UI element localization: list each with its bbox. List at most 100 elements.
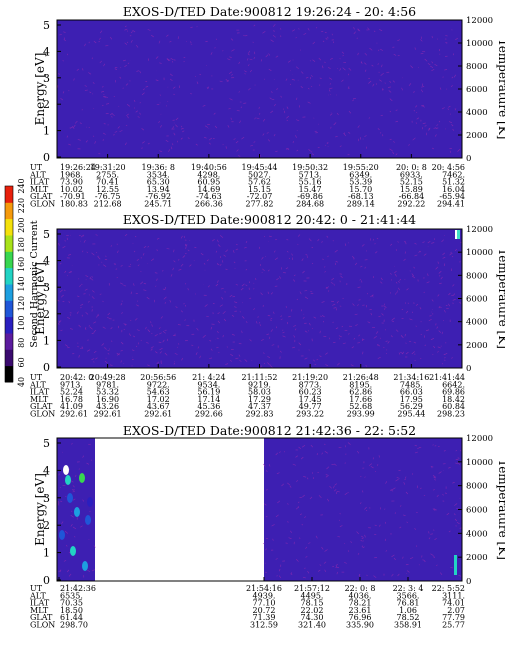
temp-tick-label: 8000 [466,271,488,281]
temp-tick-label: 10000 [466,248,493,258]
axis-value: 321.40 [298,621,326,630]
spectrogram-background [57,229,462,368]
axis-value: 266.36 [195,200,223,209]
colorbar-segment [5,219,13,236]
temp-tick-label: 6000 [466,506,488,516]
panel-title: EXOS-D/TED Date:900812 20:42: 0 - 21:41:… [123,212,416,227]
temp-tick-label: 6000 [466,85,488,95]
panel-1 [57,20,462,158]
temp-tick-label: 4000 [466,108,488,118]
axis-value: 295.44 [397,410,425,419]
feature-2 [67,493,73,503]
panel-title: EXOS-D/TED Date:900812 19:26:24 - 20: 4:… [123,4,416,19]
colorbar-segment [5,300,13,317]
feature-9 [87,497,93,507]
temp-axis-label: Temperature [K] [496,248,505,349]
temp-tick-label: 6000 [466,295,488,305]
feature-7 [82,561,88,571]
axis-value: 298.70 [60,621,88,630]
axis-value: 293.99 [347,410,375,419]
colorbar-segment [5,202,13,219]
temp-tick-label: 12000 [466,16,493,26]
energy-tick-label: 5 [43,437,50,450]
row-label: GLON [30,200,55,209]
colorbar-tick-label: 100 [17,316,26,331]
colorbar-segment [5,186,13,203]
axis-value: 284.68 [296,200,324,209]
colorbar-segment [5,333,13,350]
feature-6 [59,530,65,540]
panel-2 [56,229,464,368]
colorbar-tick-label: 60 [17,357,26,367]
colorbar-segment [5,284,13,301]
feature-8 [63,465,69,475]
axis-value: 212.68 [94,200,122,209]
feature-3 [74,507,80,517]
temp-tick-label: 2000 [466,341,488,351]
panel-title: EXOS-D/TED Date:900812 21:42:36 - 22: 5:… [123,423,416,438]
colorbar-tick-label: 180 [17,237,26,252]
temp-tick-label: 4000 [466,318,488,328]
axis-value: 335.90 [346,621,374,630]
temp-tick-label: 0 [466,577,471,587]
colorbar-segment [5,235,13,252]
colorbar-segment [5,366,13,383]
feature-0 [65,475,71,485]
row-label: GLON [30,621,55,630]
axis-value: 180.83 [60,200,88,209]
energy-axis-label: Energy [eV] [33,53,47,126]
colorbar-tick-label: 80 [17,338,26,348]
axis-value: 245.71 [144,200,172,209]
colorbar-segment [5,251,13,268]
axis-value: 289.14 [347,200,375,209]
energy-tick-label: 0 [43,151,50,164]
axis-value: 358.91 [394,621,422,630]
temp-tick-label: 12000 [466,434,493,444]
feature-5 [70,546,76,556]
colorbar-tick-label: 220 [17,198,26,213]
energy-tick-label: 1 [43,547,50,560]
temp-tick-label: 8000 [466,482,488,492]
feature-1 [79,473,85,483]
energy-tick-label: 0 [43,574,50,587]
colorbar-label: Second Harmonic Current [29,220,40,347]
energy-tick-label: 5 [43,19,50,32]
axis-value: 292.66 [195,410,223,419]
energy-tick-label: 0 [43,361,50,374]
axis-value: 312.59 [250,621,278,630]
colorbar-tick-label: 240 [17,178,26,193]
axis-value: 277.82 [246,200,274,209]
temp-tick-label: 4000 [466,529,488,539]
axis-value: 292.61 [60,410,88,419]
axis-value: 293.22 [296,410,324,419]
temp-tick-label: 8000 [466,62,488,72]
energy-tick-label: 1 [43,125,50,138]
axis-value: 294.41 [437,200,465,209]
temp-axis-label: Temperature [K] [496,459,505,560]
temp-tick-label: 0 [466,154,471,164]
axis-value: 298.23 [437,410,465,419]
temp-tick-label: 2000 [466,131,488,141]
colorbar-tick-label: 120 [17,296,26,311]
late-feature [454,555,457,575]
spectrogram-background [57,20,462,158]
temp-tick-label: 12000 [466,225,493,235]
energy-axis-label: Energy [eV] [33,473,47,546]
colorbar-tick-label: 160 [17,257,26,272]
colorbar-segment [5,268,13,285]
axis-value: 292.61 [94,410,122,419]
axis-value: 292.83 [246,410,274,419]
temp-axis-label: Temperature [K] [496,39,505,140]
temp-tick-label: 10000 [466,458,493,468]
colorbar-tick-label: 40 [17,377,26,387]
temp-tick-label: 2000 [466,553,488,563]
axis-value: 292.22 [397,200,425,209]
temp-tick-label: 0 [466,364,471,374]
energy-tick-label: 1 [43,334,50,347]
colorbar-segment [5,349,13,366]
colorbar-tick-label: 200 [17,218,26,233]
spectrogram-background-late [264,438,462,581]
feature-4 [85,515,91,525]
